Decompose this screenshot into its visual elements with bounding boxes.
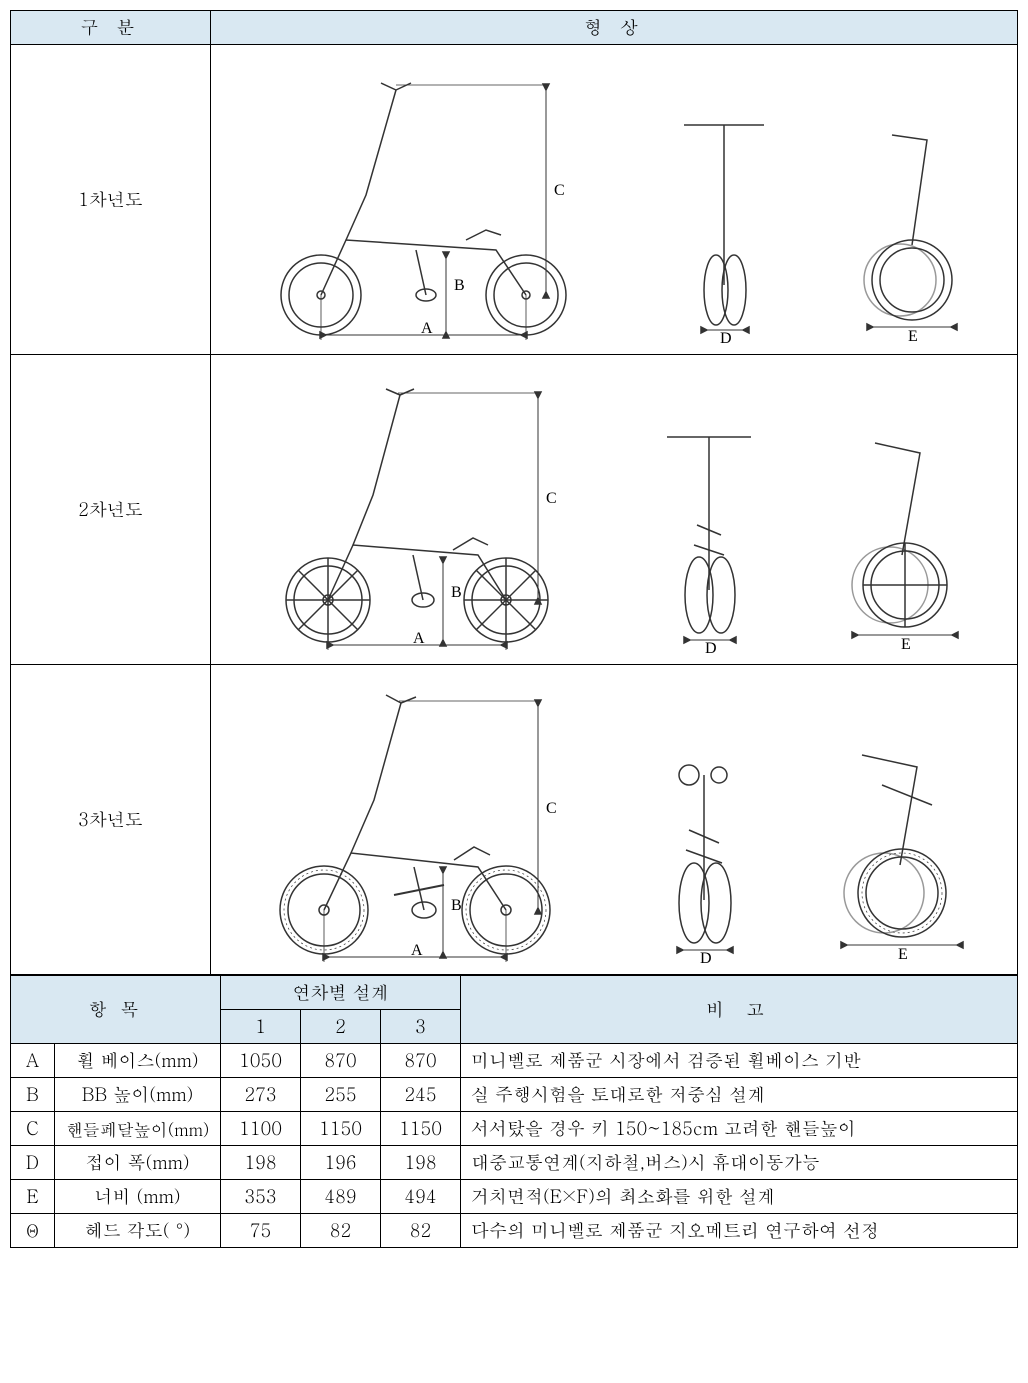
cell-y3: 82 (381, 1214, 461, 1248)
cell-note: 실 주행시험을 토대로한 저중심 설계 (461, 1078, 1018, 1112)
cell-y1: 353 (221, 1180, 301, 1214)
cell-y1: 1100 (221, 1112, 301, 1146)
dim-b-1: B (454, 277, 465, 294)
shape-table: 구 분 형 상 1차년도 (10, 10, 1018, 975)
dim-c-3: C (546, 800, 557, 817)
header-y3: 3 (381, 1010, 461, 1044)
cell-y3: 1150 (381, 1112, 461, 1146)
shape-row-1: 1차년도 (11, 45, 1018, 355)
header-division: 구 분 (11, 11, 211, 45)
cell-note: 미니벨로 제품군 시장에서 검증된 휠베이스 기반 (461, 1044, 1018, 1078)
shape-row-3-label: 3차년도 (11, 665, 211, 975)
data-row-c: C 핸들페달높이(mm) 1100 1150 1150 서서탔을 경우 키 15… (11, 1112, 1018, 1146)
dim-b-2: B (451, 584, 462, 601)
cell-y2: 1150 (301, 1112, 381, 1146)
cell-y2: 870 (301, 1044, 381, 1078)
shape-row-1-label: 1차년도 (11, 45, 211, 355)
dim-a-1: A (421, 320, 433, 337)
cell-y3: 494 (381, 1180, 461, 1214)
cell-y1: 75 (221, 1214, 301, 1248)
cell-y1: 273 (221, 1078, 301, 1112)
dim-d-1: D (720, 330, 732, 345)
shape-row-2: 2차년도 (11, 355, 1018, 665)
cell-note: 다수의 미니벨로 제품군 지오메트리 연구하여 선정 (461, 1214, 1018, 1248)
shape-row-2-images: A B C D (211, 355, 1018, 665)
bike-side-2: A B C (238, 375, 598, 655)
dim-e-3: E (898, 946, 908, 963)
shape-row-3: 3차년도 (11, 665, 1018, 975)
header-note: 비 고 (461, 976, 1018, 1044)
bike-folded-e-2: E (820, 425, 990, 655)
cell-item: 휠 베이스(mm) (55, 1044, 221, 1078)
cell-y2: 196 (301, 1146, 381, 1180)
header-design: 연차별 설계 (221, 976, 461, 1010)
cell-note: 거치면적(E×F)의 최소화를 위한 설계 (461, 1180, 1018, 1214)
bike-folded-e-1: E (832, 115, 992, 345)
dim-b-3: B (451, 897, 462, 914)
data-row-e: E 너비 (mm) 353 489 494 거치면적(E×F)의 최소화를 위한… (11, 1180, 1018, 1214)
cell-item: 헤드 각도( °) (55, 1214, 221, 1248)
bike-side-1: A B C (236, 65, 616, 345)
data-row-theta: Θ 헤드 각도( °) 75 82 82 다수의 미니벨로 제품군 지오메트리 … (11, 1214, 1018, 1248)
cell-item: 접이 폭(mm) (55, 1146, 221, 1180)
cell-code: D (11, 1146, 55, 1180)
dim-d-3: D (700, 950, 712, 965)
cell-code: B (11, 1078, 55, 1112)
cell-y3: 870 (381, 1044, 461, 1078)
dim-a-3: A (411, 942, 423, 959)
dim-d-2: D (705, 640, 717, 655)
bike-side-3: A B C (236, 685, 596, 965)
header-item: 항 목 (11, 976, 221, 1044)
shape-row-1-images: A B C D (211, 45, 1018, 355)
header-y2: 2 (301, 1010, 381, 1044)
cell-y2: 255 (301, 1078, 381, 1112)
cell-note: 대중교통연계(지하철,버스)시 휴대이동가능 (461, 1146, 1018, 1180)
cell-code: Θ (11, 1214, 55, 1248)
dim-e-1: E (908, 328, 918, 345)
shape-row-2-label: 2차년도 (11, 355, 211, 665)
data-row-b: B BB 높이(mm) 273 255 245 실 주행시험을 토대로한 저중심… (11, 1078, 1018, 1112)
cell-item: 핸들페달높이(mm) (55, 1112, 221, 1146)
cell-note: 서서탔을 경우 키 150~185cm 고려한 핸들높이 (461, 1112, 1018, 1146)
cell-code: C (11, 1112, 55, 1146)
header-shape: 형 상 (211, 11, 1018, 45)
bike-folded-d-1: D (654, 85, 794, 345)
cell-y2: 489 (301, 1180, 381, 1214)
data-table: 항 목 연차별 설계 비 고 1 2 3 A 휠 베이스(mm) 1050 87… (10, 975, 1018, 1248)
cell-y3: 245 (381, 1078, 461, 1112)
bike-folded-d-2: D (639, 395, 779, 655)
cell-y1: 1050 (221, 1044, 301, 1078)
dim-e-2: E (901, 636, 911, 653)
shape-row-3-images: A B C D (211, 665, 1018, 975)
header-y1: 1 (221, 1010, 301, 1044)
cell-y1: 198 (221, 1146, 301, 1180)
cell-item: 너비 (mm) (55, 1180, 221, 1214)
cell-y3: 198 (381, 1146, 461, 1180)
cell-code: A (11, 1044, 55, 1078)
data-row-a: A 휠 베이스(mm) 1050 870 870 미니벨로 제품군 시장에서 검… (11, 1044, 1018, 1078)
dim-c-1: C (554, 182, 565, 199)
data-row-d: D 접이 폭(mm) 198 196 198 대중교통연계(지하철,버스)시 휴… (11, 1146, 1018, 1180)
dim-c-2: C (546, 490, 557, 507)
bike-folded-e-3: E (812, 735, 992, 965)
cell-y2: 82 (301, 1214, 381, 1248)
cell-item: BB 높이(mm) (55, 1078, 221, 1112)
cell-code: E (11, 1180, 55, 1214)
bike-folded-d-3: D (634, 705, 774, 965)
dim-a-2: A (413, 630, 425, 647)
